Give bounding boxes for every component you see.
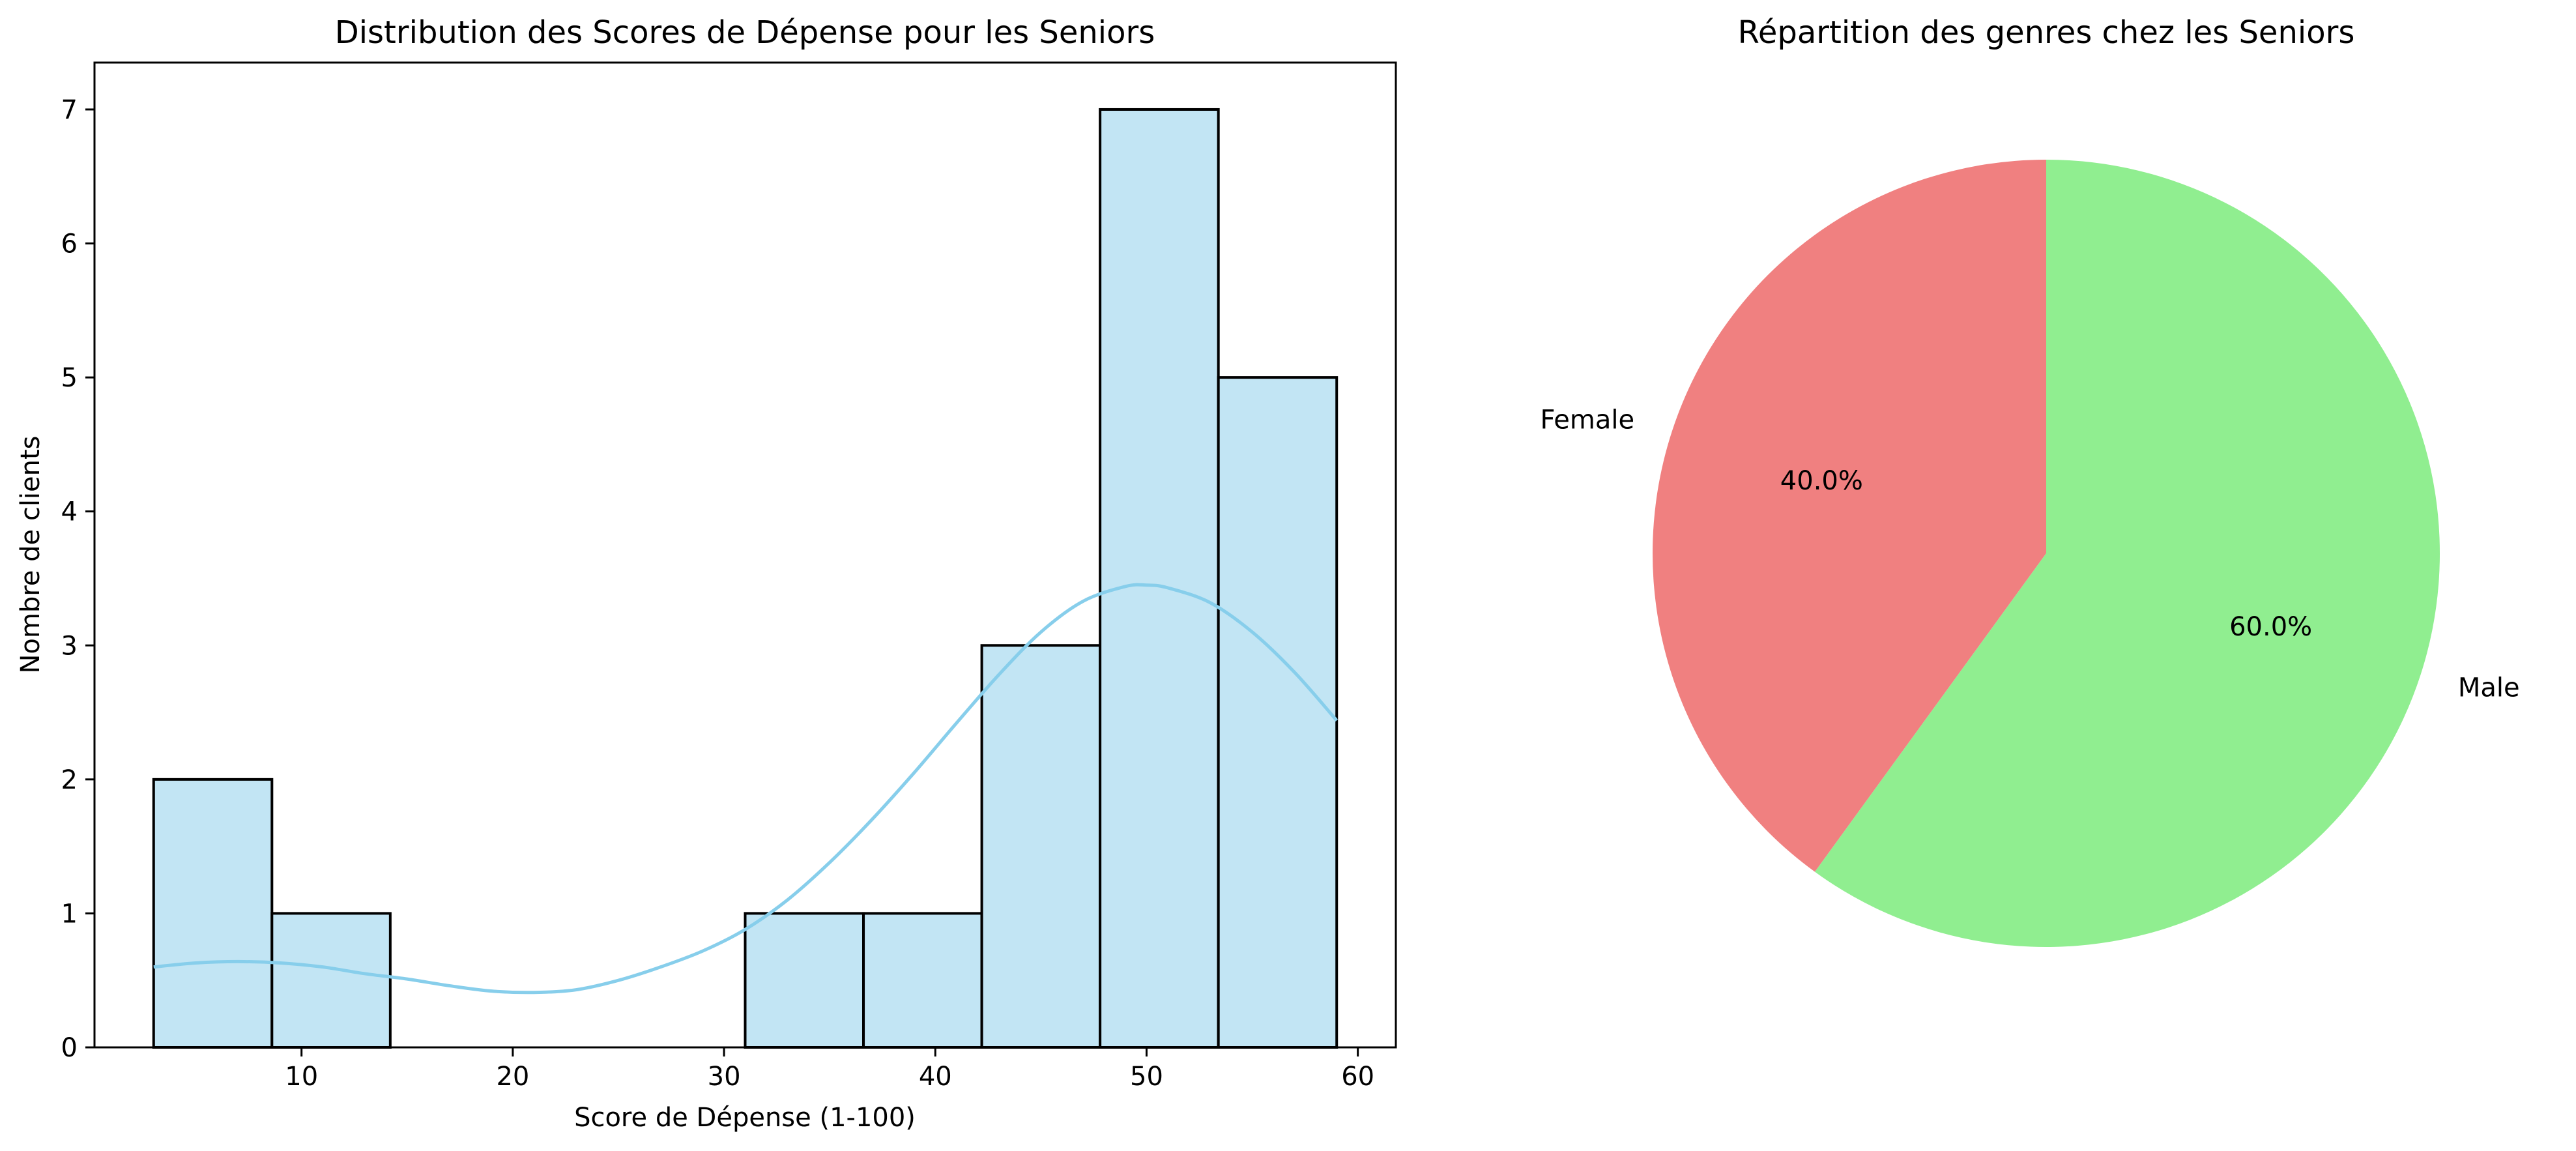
histogram-title: Distribution des Scores de Dépense pour … xyxy=(335,14,1155,51)
pie-slice-female xyxy=(1653,160,2046,872)
y-tick-label: 2 xyxy=(61,765,78,795)
pie-pct-male: 60.0% xyxy=(2229,612,2312,642)
histogram-bars xyxy=(152,108,1339,1049)
y-tick-label: 5 xyxy=(61,363,78,393)
pie-panel: Répartition des genres chez les Seniors … xyxy=(1540,14,2520,947)
kde-curve xyxy=(153,583,1339,995)
histogram-bar xyxy=(270,912,392,1049)
x-tick-label: 60 xyxy=(1341,1062,1374,1092)
y-tick-label: 3 xyxy=(61,631,78,661)
x-axis-ticks: 10 20 30 40 50 60 xyxy=(285,1047,1374,1092)
y-tick-label: 6 xyxy=(61,229,78,259)
x-tick-label: 50 xyxy=(1130,1062,1163,1092)
pie-slices xyxy=(1653,160,2440,947)
x-tick-label: 40 xyxy=(919,1062,952,1092)
x-axis-label: Score de Dépense (1-100) xyxy=(574,1103,916,1133)
y-tick-label: 1 xyxy=(61,899,78,929)
pie-label-male: Male xyxy=(2458,673,2520,703)
histogram-bar xyxy=(862,912,983,1049)
pie-label-female: Female xyxy=(1540,405,1634,435)
pie-labels: Female 40.0% Male 60.0% xyxy=(1540,405,2519,703)
y-axis-ticks: 0 1 2 3 4 5 6 7 xyxy=(61,95,94,1063)
y-tick-label: 4 xyxy=(61,497,78,527)
y-tick-label: 7 xyxy=(61,95,78,125)
histogram-bar xyxy=(1099,108,1220,1049)
y-tick-label: 0 xyxy=(61,1033,78,1063)
x-tick-label: 30 xyxy=(708,1062,741,1092)
histogram-panel: Distribution des Scores de Dépense pour … xyxy=(16,14,1397,1133)
pie-slice-male xyxy=(1814,160,2440,947)
histogram-bar xyxy=(1217,376,1339,1049)
pie-title: Répartition des genres chez les Seniors xyxy=(1738,14,2355,51)
x-tick-label: 20 xyxy=(496,1062,529,1092)
y-axis-label: Nombre de clients xyxy=(16,435,46,673)
histogram-axes-frame xyxy=(93,61,1397,1049)
histogram-bar xyxy=(744,912,865,1049)
pie-pct-female: 40.0% xyxy=(1780,466,1863,496)
x-tick-label: 10 xyxy=(285,1062,318,1092)
histogram-bar xyxy=(980,644,1102,1049)
histogram-bar xyxy=(152,778,274,1049)
